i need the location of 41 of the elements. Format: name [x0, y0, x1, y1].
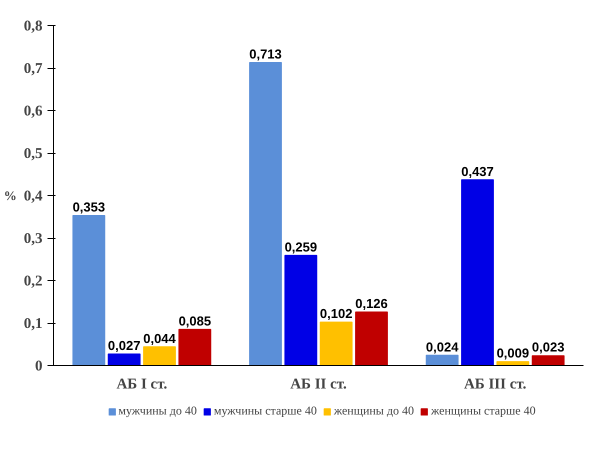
x-tick-label: АБ III ст. [464, 376, 527, 392]
bar [320, 322, 353, 366]
data-label: 0,126 [355, 296, 388, 311]
bar [496, 361, 530, 366]
legend-label: мужчины до 40 [118, 404, 197, 418]
y-tick-label: 0,3 [24, 231, 42, 247]
y-tick-label: 0,7 [24, 61, 43, 77]
y-axis-title: % [4, 188, 17, 203]
bar [178, 328, 212, 366]
bar [461, 179, 494, 366]
data-label: 0,009 [496, 346, 530, 361]
legend-label: женщины старше 40 [430, 404, 536, 418]
y-tick-label: 0,4 [24, 188, 43, 204]
legend-label: мужчины старше 40 [214, 404, 317, 418]
bar [355, 311, 388, 366]
y-tick-label: 0,5 [24, 146, 42, 162]
bar [72, 214, 106, 366]
y-tick-label: 0,6 [24, 104, 43, 120]
data-label: 0,713 [249, 46, 282, 62]
legend-label: женщины до 40 [334, 404, 414, 418]
bar [249, 62, 282, 366]
data-label: 0,085 [178, 313, 212, 328]
bar [108, 354, 141, 366]
x-tick-label: АБ II ст. [290, 376, 348, 392]
bar [284, 254, 318, 366]
data-label: 0,259 [284, 239, 318, 254]
bar [143, 346, 176, 366]
y-tick-label: 0 [35, 358, 42, 374]
y-tick-label: 0,8 [24, 18, 42, 34]
x-tick-label: АБ I ст. [116, 376, 168, 392]
data-label: 0,023 [532, 340, 564, 355]
y-tick-label: 0,1 [24, 316, 42, 332]
data-label: 0,024 [426, 339, 460, 354]
data-label: 0,437 [461, 164, 494, 179]
bar [532, 355, 565, 366]
data-label: 0,353 [72, 199, 106, 214]
data-label: 0,027 [108, 338, 140, 354]
data-label: 0,044 [143, 330, 177, 346]
y-tick-label: 0,2 [24, 274, 42, 290]
bar [426, 354, 459, 366]
data-label: 0,102 [320, 306, 352, 322]
